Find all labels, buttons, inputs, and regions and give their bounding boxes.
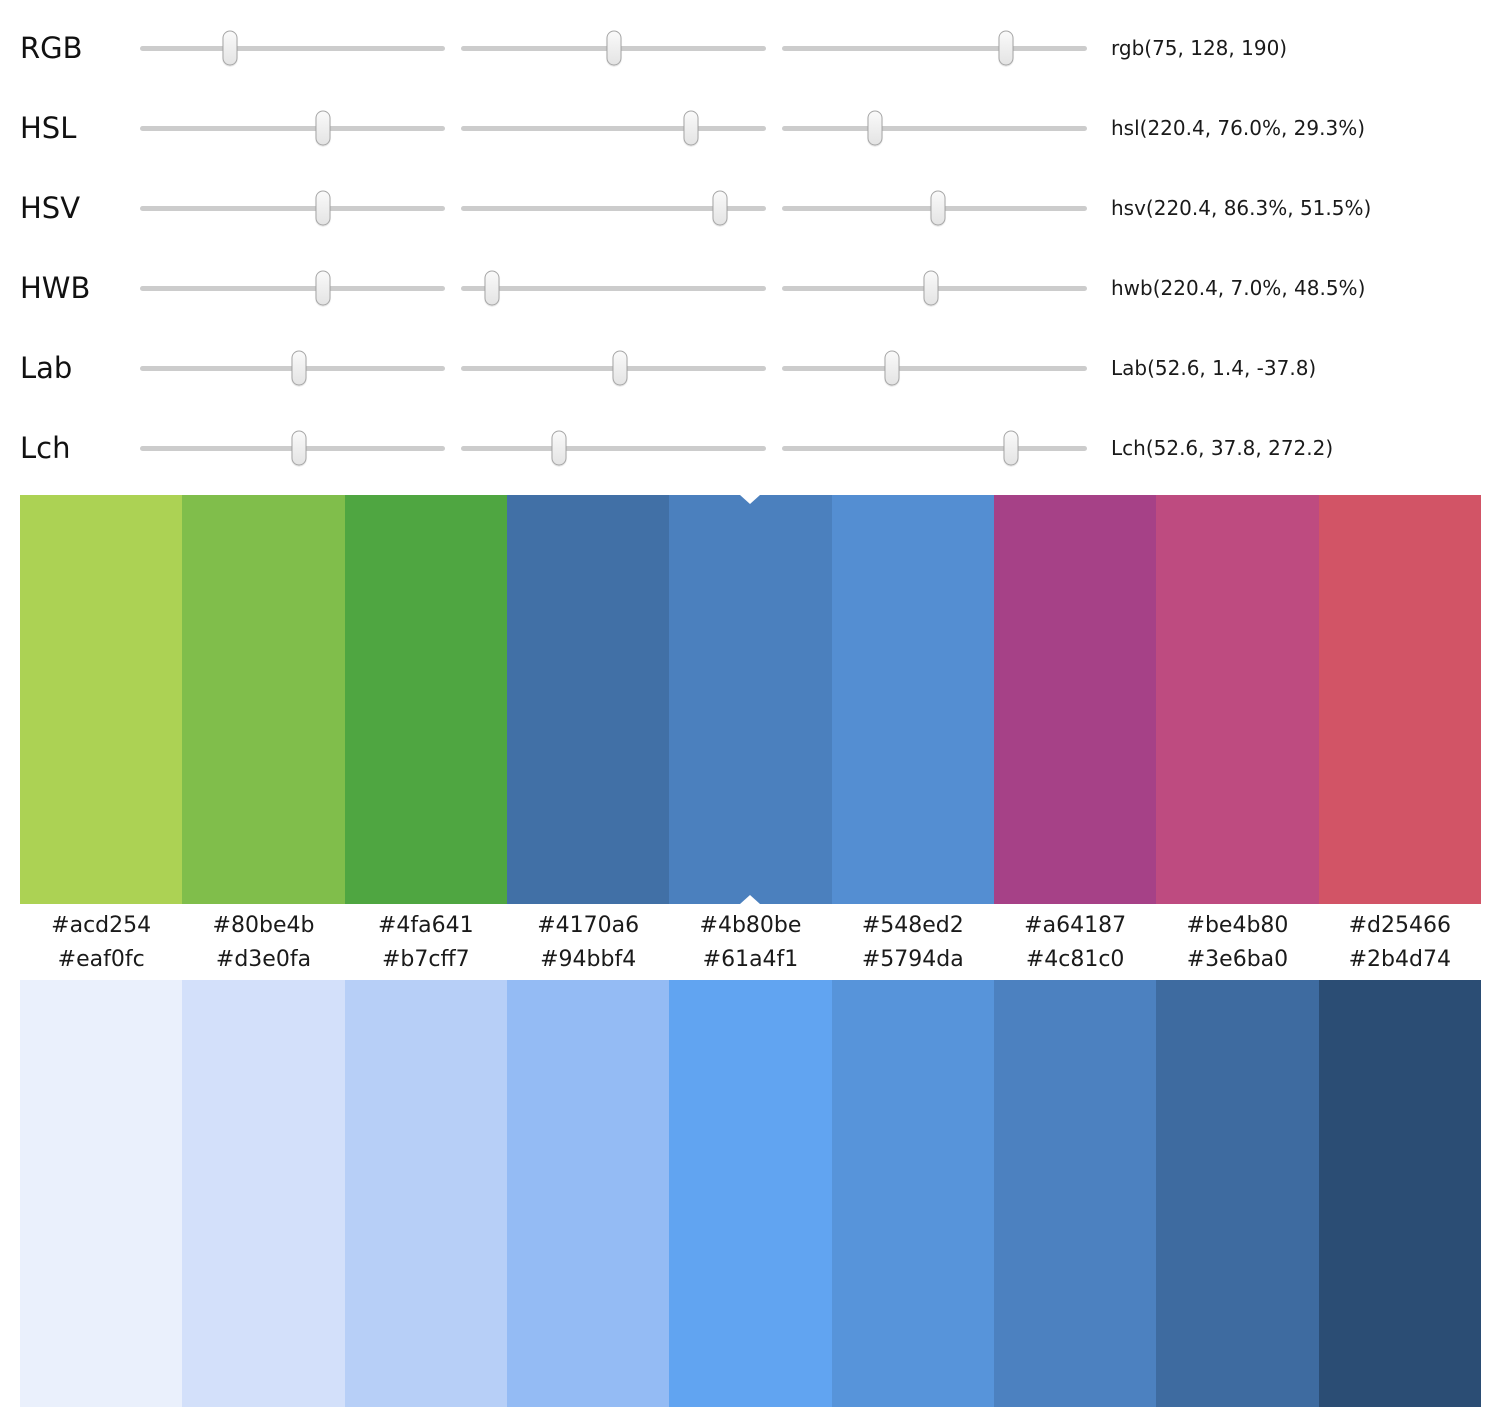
hex-label: #94bbf4 (540, 947, 637, 972)
hex-label: #4fa641 (377, 913, 474, 938)
hsv-value-text: hsv(220.4, 86.3%, 51.5%) (1111, 196, 1372, 220)
slider-row-lch: Lch Lch(52.6, 37.8, 272.2) (20, 408, 1501, 488)
hwb-w-slider-thumb[interactable] (484, 270, 499, 306)
swatch-top-3[interactable] (506, 495, 670, 904)
hwb-value-text: hwb(220.4, 7.0%, 48.5%) (1111, 276, 1366, 300)
slider-section: RGB rgb(75, 128, 190) HSL hsl(220.4, 76.… (0, 0, 1501, 488)
hwb-w-slider-track[interactable] (461, 270, 766, 306)
hsl-h-slider-track[interactable] (140, 110, 445, 146)
lab-a-slider-thumb[interactable] (612, 350, 628, 386)
swatch-bottom-1[interactable] (182, 980, 345, 1407)
hsv-s-slider-track[interactable] (461, 190, 766, 226)
lab-a-slider-track[interactable] (461, 350, 766, 386)
rgb-b-slider-track[interactable] (782, 30, 1087, 66)
hsv-h-slider-track[interactable] (140, 190, 445, 226)
hex-labels-bottom: #eaf0fc #d3e0fa #b7cff7 #94bbf4 #61a4f1 … (20, 945, 1481, 980)
colorspace-label-hsl: HSL (20, 111, 77, 145)
lch-h-slider-thumb[interactable] (1003, 430, 1019, 466)
hex-label: #b7cff7 (381, 947, 470, 972)
swatch-bottom-4[interactable] (669, 980, 832, 1407)
swatch-top-0[interactable] (20, 495, 183, 904)
swatch-top-2[interactable] (344, 495, 507, 904)
hsv-v-slider-thumb[interactable] (930, 190, 946, 226)
hex-label: #acd254 (51, 913, 152, 938)
slider-row-hsl: HSL hsl(220.4, 76.0%, 29.3%) (20, 88, 1501, 168)
swatch-bottom-5[interactable] (831, 980, 994, 1407)
palette-top (20, 495, 1481, 904)
swatch-top-5[interactable] (831, 495, 994, 904)
lab-b-slider-thumb[interactable] (884, 350, 900, 386)
lab-l-slider-track[interactable] (140, 350, 445, 386)
hex-label: #a64187 (1024, 913, 1127, 938)
lch-value-text: Lch(52.6, 37.8, 272.2) (1111, 436, 1334, 460)
hsl-value-text: hsl(220.4, 76.0%, 29.3%) (1111, 116, 1366, 140)
hsv-v-slider-track[interactable] (782, 190, 1087, 226)
hex-labels-top: #acd254 #80be4b #4fa641 #4170a6 #4b80be … (20, 904, 1481, 945)
swatch-top-4-selected[interactable] (669, 495, 832, 904)
swatch-bottom-6[interactable] (993, 980, 1157, 1407)
rgb-value-text: rgb(75, 128, 190) (1111, 36, 1288, 60)
hex-label: #3e6ba0 (1186, 947, 1289, 972)
hsl-s-slider-thumb[interactable] (683, 110, 699, 146)
lch-c-slider-thumb[interactable] (551, 430, 567, 466)
hex-label: #4c81c0 (1025, 947, 1125, 972)
hwb-h-slider-thumb[interactable] (315, 270, 331, 306)
hex-label: #eaf0fc (57, 947, 145, 972)
palette-bottom (20, 980, 1481, 1407)
hex-label: #d25466 (1348, 913, 1451, 938)
lch-l-slider-track[interactable] (140, 430, 445, 466)
rgb-g-slider-thumb[interactable] (606, 30, 621, 66)
hwb-b-slider-track[interactable] (782, 270, 1087, 306)
swatch-top-7[interactable] (1156, 495, 1319, 904)
swatch-top-8[interactable] (1318, 495, 1481, 904)
slider-row-lab: Lab Lab(52.6, 1.4, -37.8) (20, 328, 1501, 408)
hex-label: #61a4f1 (702, 947, 799, 972)
hsv-h-slider-thumb[interactable] (315, 190, 331, 226)
colorspace-label-lab: Lab (20, 351, 73, 385)
lch-h-slider-track[interactable] (782, 430, 1087, 466)
hex-label: #548ed2 (861, 913, 964, 938)
swatch-bottom-2[interactable] (344, 980, 507, 1407)
hex-label: #4b80be (699, 913, 802, 938)
rgb-g-slider-track[interactable] (461, 30, 766, 66)
lab-b-slider-track[interactable] (782, 350, 1087, 386)
swatch-top-6[interactable] (993, 495, 1157, 904)
slider-row-hwb: HWB hwb(220.4, 7.0%, 48.5%) (20, 248, 1501, 328)
hex-label: #5794da (861, 947, 964, 972)
hex-label: #d3e0fa (215, 947, 312, 972)
hsv-s-slider-thumb[interactable] (712, 190, 728, 226)
rgb-r-slider-thumb[interactable] (222, 30, 238, 66)
slider-row-hsv: HSV hsv(220.4, 86.3%, 51.5%) (20, 168, 1501, 248)
hsl-l-slider-thumb[interactable] (867, 110, 883, 146)
lab-l-slider-thumb[interactable] (291, 350, 307, 386)
swatch-bottom-7[interactable] (1156, 980, 1319, 1407)
lch-c-slider-track[interactable] (461, 430, 766, 466)
swatch-bottom-3[interactable] (506, 980, 670, 1407)
hex-label: #80be4b (212, 913, 315, 938)
hex-label: #be4b80 (1186, 913, 1289, 938)
swatch-bottom-0[interactable] (20, 980, 183, 1407)
hsl-h-slider-thumb[interactable] (315, 110, 331, 146)
colorspace-label-hsv: HSV (20, 191, 81, 225)
hex-label: #4170a6 (537, 913, 640, 938)
hsl-l-slider-track[interactable] (782, 110, 1087, 146)
lch-l-slider-thumb[interactable] (291, 430, 307, 466)
colorspace-label-rgb: RGB (20, 31, 83, 65)
rgb-r-slider-track[interactable] (140, 30, 445, 66)
hex-label: #2b4d74 (1348, 947, 1451, 972)
lab-value-text: Lab(52.6, 1.4, -37.8) (1111, 356, 1317, 380)
colorspace-label-lch: Lch (20, 431, 71, 465)
slider-row-rgb: RGB rgb(75, 128, 190) (20, 8, 1501, 88)
hsl-s-slider-track[interactable] (461, 110, 766, 146)
swatch-bottom-8[interactable] (1318, 980, 1481, 1407)
rgb-b-slider-thumb[interactable] (998, 30, 1014, 66)
swatch-top-1[interactable] (182, 495, 345, 904)
hwb-h-slider-track[interactable] (140, 270, 445, 306)
colorspace-label-hwb: HWB (20, 271, 91, 305)
hwb-b-slider-thumb[interactable] (923, 270, 939, 306)
